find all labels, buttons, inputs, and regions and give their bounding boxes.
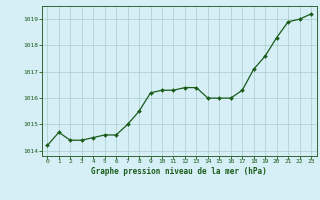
X-axis label: Graphe pression niveau de la mer (hPa): Graphe pression niveau de la mer (hPa) bbox=[91, 167, 267, 176]
